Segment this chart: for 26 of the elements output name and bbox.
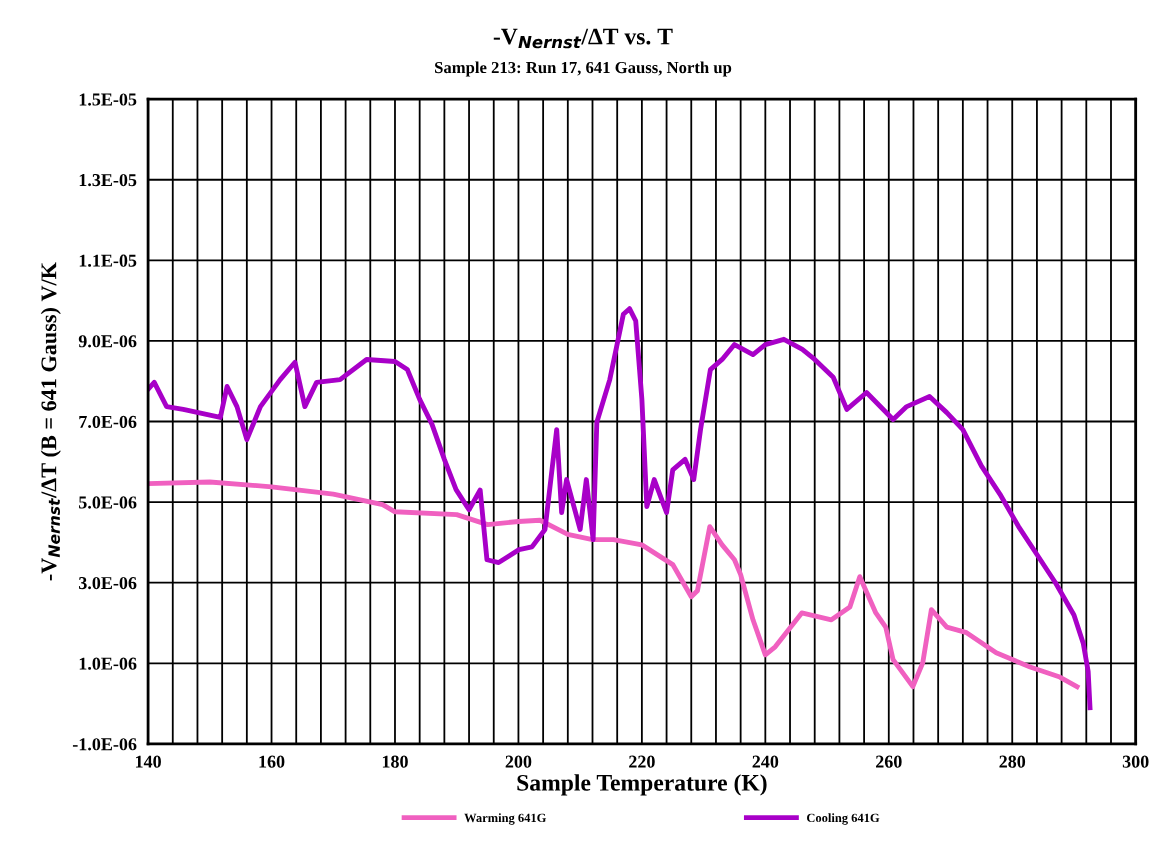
y-tick-label: 1.5E-05	[79, 93, 137, 106]
y-tick-label: 1.1E-05	[79, 254, 137, 267]
line-series	[148, 306, 1093, 711]
x-tick-label: 260	[876, 755, 902, 768]
x-tick-label: 200	[505, 755, 532, 768]
y-tick-label: 3.0E-06	[78, 576, 137, 590]
y-tick-label: 9.0E-06	[78, 335, 137, 348]
x-tick-label: 280	[999, 755, 1026, 768]
y-axis-title: -V$_{Nernst}$/ΔT (B = 641 Gauss) V/K	[40, 262, 61, 581]
y-tick-label: 5.0E-06	[79, 496, 137, 509]
x-tick-label: 140	[135, 755, 161, 768]
y-tick-label: 1.3E-05	[79, 173, 137, 187]
x-axis-title: Sample Temperature (K)	[517, 774, 767, 796]
x-tick-label: 220	[629, 755, 655, 768]
legend-label: Warming 641G	[464, 813, 547, 825]
x-tick-label: 180	[382, 755, 408, 768]
y-tick-label: -1.0E-06	[72, 738, 137, 751]
y-tick-label: 1.0E-06	[79, 657, 137, 670]
x-tick-label: 160	[259, 755, 285, 768]
legend-label: Cooling 641G	[807, 813, 880, 825]
chart-subtitle: Sample 213: Run 17, 641 Gauss, North up	[435, 61, 732, 77]
x-tick-label: 300	[1122, 755, 1149, 768]
line-series	[148, 479, 1080, 690]
x-tick-label: 240	[752, 755, 779, 768]
chart-title: -V$_{Nernst}$/ΔT vs. T	[493, 28, 673, 49]
y-tick-label: 7.0E-06	[79, 415, 137, 429]
